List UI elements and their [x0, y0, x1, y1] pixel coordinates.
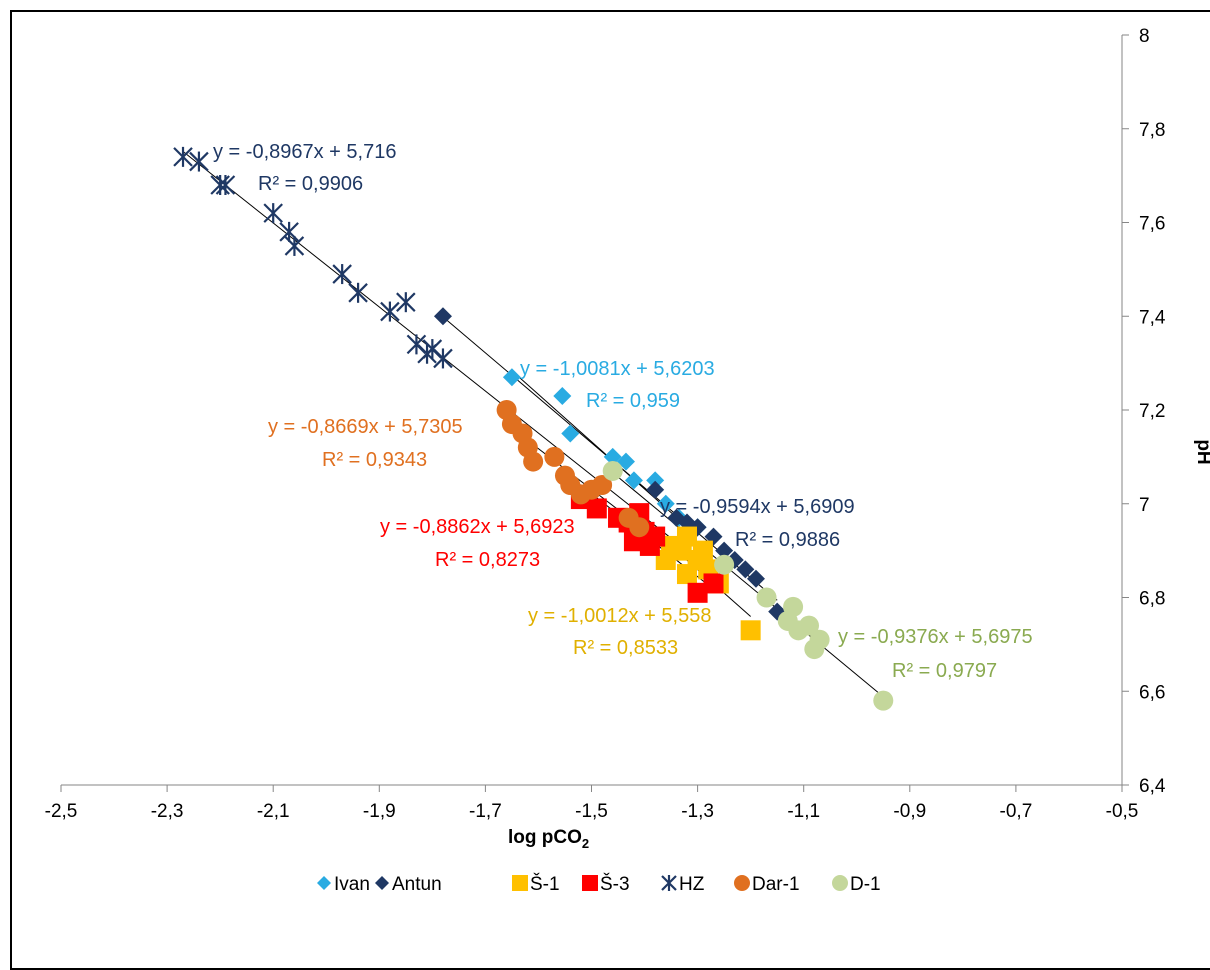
legend-label-antun: Antun	[392, 874, 442, 895]
x-tick-label: -0,5	[1106, 801, 1139, 822]
point-d-1	[602, 460, 623, 481]
equation-label: y = -0,9594x + 5,6909	[660, 496, 855, 518]
equation-label: y = -1,0081x + 5,6203	[520, 358, 715, 380]
point-dar-1	[592, 475, 613, 495]
r2-label: R² = 0,959	[586, 390, 680, 412]
point-d-1	[799, 615, 820, 636]
y-tick-label: 8	[1139, 26, 1150, 47]
legend-marker-d-1	[832, 875, 848, 891]
r2-label: R² = 0,9886	[735, 529, 840, 551]
trendline-d-1	[612, 472, 884, 698]
x-tick-label: -2,1	[257, 801, 290, 822]
point-d-1	[714, 554, 735, 575]
legend-label-hz: HZ	[679, 874, 705, 895]
legend-marker-š-1	[512, 875, 528, 891]
y-axis-label: pH	[1193, 439, 1210, 464]
point-d-1	[783, 596, 804, 617]
y-tick-label: 7	[1139, 495, 1150, 516]
y-tick-label: 7,6	[1139, 214, 1165, 235]
equation-label: y = -1,0012x + 5,558	[528, 605, 711, 627]
point-hz	[380, 301, 400, 322]
r2-label: R² = 0,9343	[322, 449, 427, 471]
point-d-1	[804, 639, 825, 660]
point-hz	[263, 203, 283, 224]
point-ivan	[624, 471, 643, 490]
x-axis-label: log pCO2	[508, 827, 589, 851]
x-tick-label: -2,5	[45, 801, 78, 822]
axes: -2,5 -2,3 -2,1 -1,9 -1,7 -1,5 -1,3 -1,1 -0,9 -0,7…	[45, 26, 1166, 822]
x-tick-label: -1,9	[363, 801, 396, 822]
point-š-1	[676, 564, 697, 585]
legend-marker-hz	[661, 875, 677, 891]
x-tick-label: -0,7	[1000, 801, 1033, 822]
legend-marker-antun	[375, 876, 389, 890]
point-antun	[746, 569, 765, 588]
equation-label: y = -0,8862x + 5,6923	[380, 516, 575, 538]
point-hz	[433, 348, 453, 369]
point-š-3	[703, 573, 724, 594]
x-tick-label: -1,5	[575, 801, 608, 822]
point-hz	[189, 151, 209, 172]
legend: Ivan Antun Š-1 Š-3 HZ Dar-1 D-1	[317, 873, 881, 895]
legend-label-š-3: Š-3	[600, 873, 630, 895]
x-tick-label: -0,9	[893, 801, 926, 822]
r2-label: R² = 0,8533	[573, 637, 678, 659]
point-antun	[646, 480, 665, 499]
point-d-1	[873, 690, 894, 711]
point-š-3	[586, 498, 607, 519]
y-tick-label: 6,8	[1139, 589, 1165, 610]
legend-label-dar-1: Dar-1	[752, 874, 800, 895]
legend-label-š-1: Š-1	[530, 873, 560, 895]
point-ivan	[502, 368, 521, 387]
point-ivan	[656, 494, 675, 513]
point-ivan	[646, 471, 665, 490]
point-š-1	[740, 620, 761, 641]
point-hz	[284, 235, 305, 256]
y-tick-label: 7,4	[1139, 307, 1166, 328]
legend-marker-š-3	[582, 875, 598, 891]
point-d-1	[756, 587, 777, 608]
point-ivan	[616, 452, 635, 471]
point-hz	[348, 282, 368, 303]
legend-marker-dar-1	[734, 875, 750, 891]
scatter-chart: -2,5 -2,3 -2,1 -1,9 -1,7 -1,5 -1,3 -1,1 -0,9 -0,7…	[45, 26, 1210, 895]
equation-labels: y = -1,0081x + 5,6203 R² = 0,959 y = -0,95…	[213, 141, 1033, 682]
x-tick-label: -1,7	[469, 801, 502, 822]
point-hz	[215, 175, 236, 195]
y-tick-label: 7,8	[1139, 120, 1165, 141]
data-points	[173, 146, 894, 711]
y-tick-label: 7,2	[1139, 401, 1165, 422]
equation-label: y = -0,9376x + 5,6975	[838, 626, 1033, 648]
legend-marker-ivan	[317, 876, 331, 890]
equation-label: y = -0,8669x + 5,7305	[268, 416, 463, 438]
point-dar-1	[523, 451, 544, 472]
point-ivan	[553, 386, 572, 405]
x-tick-label: -2,3	[151, 801, 184, 822]
point-hz	[173, 146, 193, 167]
r2-label: R² = 0,8273	[435, 549, 540, 571]
point-š-1	[692, 540, 713, 561]
point-š-1	[676, 526, 697, 547]
legend-label-d-1: D-1	[850, 874, 881, 895]
x-tick-label: -1,3	[681, 801, 714, 822]
r2-label: R² = 0,9797	[892, 660, 997, 682]
point-antun	[736, 560, 755, 579]
point-antun	[715, 541, 734, 560]
x-tick-label: -1,1	[787, 801, 820, 822]
point-antun	[433, 307, 452, 326]
equation-label: y = -0,8967x + 5,716	[213, 141, 396, 163]
point-š-3	[687, 582, 708, 603]
point-š-1	[655, 550, 676, 570]
point-hz	[406, 334, 427, 355]
point-ivan	[561, 424, 580, 443]
point-dar-1	[629, 517, 650, 538]
point-hz	[332, 264, 352, 285]
point-š-3	[639, 535, 660, 556]
y-tick-label: 6,6	[1139, 682, 1165, 703]
y-tick-label: 6,4	[1139, 776, 1166, 797]
legend-label-ivan: Ivan	[334, 874, 370, 895]
point-hz	[396, 292, 416, 313]
point-dar-1	[544, 446, 565, 467]
r2-label: R² = 0,9906	[258, 173, 363, 195]
